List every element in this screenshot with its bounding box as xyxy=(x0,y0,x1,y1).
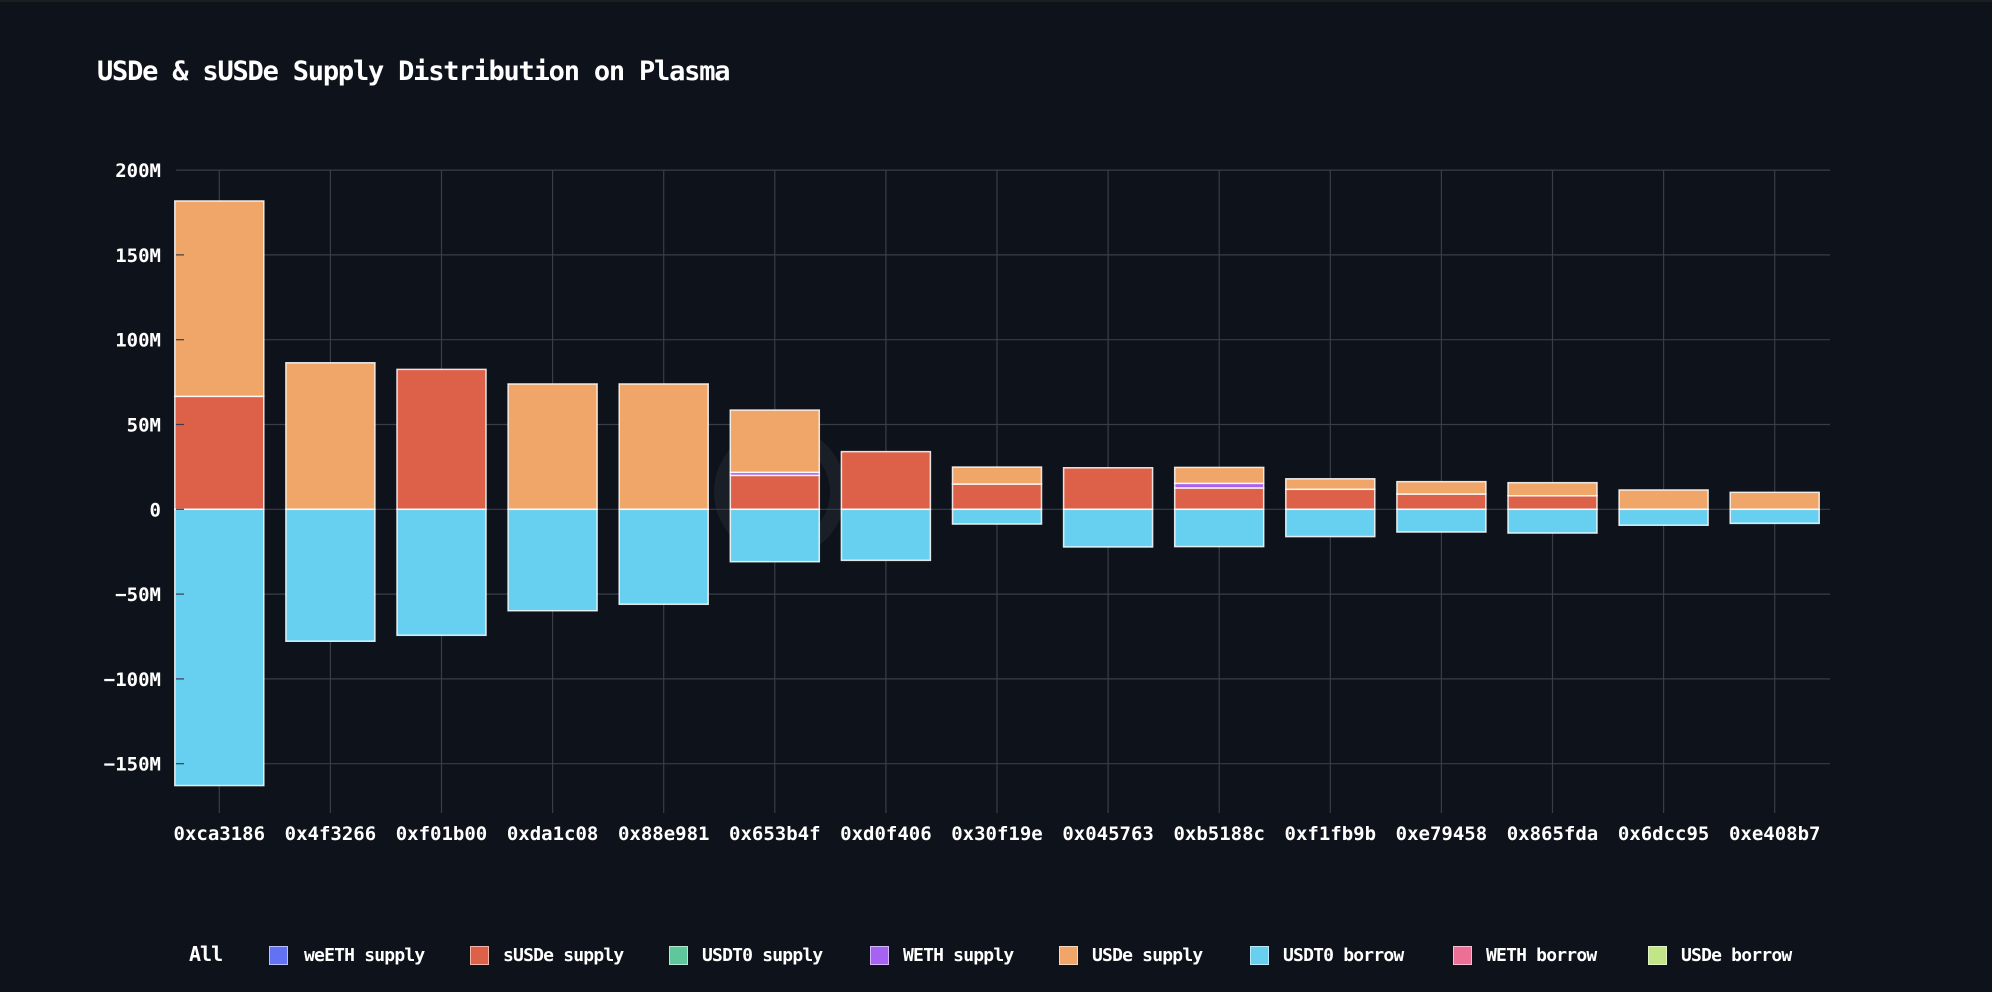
bar-segment-usde-supply[interactable] xyxy=(618,383,709,511)
bar-group-0x653b4f[interactable] xyxy=(729,409,821,563)
x-tick-label: 0x6dcc95 xyxy=(1618,823,1710,845)
bar-segment-usde-supply[interactable] xyxy=(1396,480,1487,495)
x-tick-label: 0xd0f406 xyxy=(840,823,932,845)
y-tick-label: 0 xyxy=(150,499,161,521)
x-tick-label: 0x30f19e xyxy=(951,823,1043,845)
legend-label: USDT0 supply xyxy=(702,945,823,966)
x-tick-label: 0x653b4f xyxy=(729,823,821,845)
x-axis-ticks: 0xca3186 0x4f3266 0xf01b00 0xda1c08 0x88e981… xyxy=(174,823,1821,845)
y-tick-label: −50M xyxy=(115,584,161,606)
bar-segment-usde-supply[interactable] xyxy=(174,200,265,398)
bar-group-0xb5188c[interactable] xyxy=(1173,466,1265,548)
legend-label: USDT0 borrow xyxy=(1283,945,1404,966)
x-tick-label: 0xe79458 xyxy=(1396,823,1488,845)
bar-segment-usde-supply[interactable] xyxy=(1729,491,1820,511)
bar-group-0xe408b7[interactable] xyxy=(1729,491,1820,525)
bar-segment-susde-supply[interactable] xyxy=(729,474,821,511)
bar-segment-usde-supply[interactable] xyxy=(1618,489,1709,511)
y-tick-label: 50M xyxy=(127,415,161,437)
x-tick-label: 0x045763 xyxy=(1062,823,1154,845)
bar-segment-usdt0-borrow[interactable] xyxy=(396,508,487,637)
legend-label: sUSDe supply xyxy=(503,945,624,966)
bar-segment-usdt0-borrow[interactable] xyxy=(1396,508,1487,533)
bar-segment-usdt0-borrow[interactable] xyxy=(285,508,376,642)
bar-segment-susde-supply[interactable] xyxy=(1507,494,1598,511)
legend-label: USDe borrow xyxy=(1681,945,1792,966)
bar-segment-usde-supply[interactable] xyxy=(729,409,821,474)
bar-group-0xe79458[interactable] xyxy=(1396,480,1487,533)
bar-segment-susde-supply[interactable] xyxy=(174,395,265,511)
legend-swatch xyxy=(870,946,889,965)
bar-group-0x88e981[interactable] xyxy=(618,383,709,606)
legend: All weETH supply sUSDe supply USDT0 supply… xyxy=(0,938,1992,978)
x-tick-label: 0xda1c08 xyxy=(507,823,599,845)
legend-swatch xyxy=(1648,946,1667,965)
bar-segment-usdt0-borrow[interactable] xyxy=(174,508,265,787)
x-tick-label: 0xca3186 xyxy=(174,823,266,845)
bar-group-0xd0f406[interactable] xyxy=(840,450,932,562)
bar-segment-usde-supply[interactable] xyxy=(951,466,1043,485)
y-tick-label: 100M xyxy=(115,330,161,352)
bar-segment-susde-supply[interactable] xyxy=(1062,466,1154,511)
bar-group-0x30f19e[interactable] xyxy=(951,466,1043,525)
bar-segment-usdt0-borrow[interactable] xyxy=(729,508,821,563)
legend-swatch xyxy=(1059,946,1078,965)
y-axis-ticks: 200M 150M 100M 50M 0 −50M −100M −150M xyxy=(104,160,184,776)
legend-swatch xyxy=(470,946,489,965)
legend-all-toggle[interactable]: All xyxy=(189,942,223,966)
legend-swatch xyxy=(1453,946,1472,965)
bar-segment-susde-supply[interactable] xyxy=(396,368,487,511)
bar-segment-usde-supply[interactable] xyxy=(285,362,376,511)
x-tick-label: 0xb5188c xyxy=(1173,823,1265,845)
y-tick-label: −100M xyxy=(104,669,161,691)
x-tick-label: 0xe408b7 xyxy=(1729,823,1821,845)
bar-segment-susde-supply[interactable] xyxy=(1396,493,1487,511)
legend-swatch xyxy=(1250,946,1269,965)
x-tick-label: 0xf1fb9b xyxy=(1285,823,1377,845)
bar-segment-usdt0-borrow[interactable] xyxy=(1285,508,1376,538)
bar-segment-usdt0-borrow[interactable] xyxy=(1507,508,1598,534)
bar-segment-usdt0-borrow[interactable] xyxy=(1729,508,1820,525)
x-tick-label: 0x865fda xyxy=(1507,823,1599,845)
legend-label: WETH borrow xyxy=(1486,945,1597,966)
bar-segment-usdt0-borrow[interactable] xyxy=(840,508,932,562)
legend-swatch xyxy=(269,946,288,965)
legend-label: WETH supply xyxy=(903,945,1014,966)
bar-segment-usdt0-borrow[interactable] xyxy=(1062,508,1154,548)
x-tick-label: 0xf01b00 xyxy=(396,823,488,845)
bar-segment-usdt0-borrow[interactable] xyxy=(1173,508,1265,548)
bar-segment-susde-supply[interactable] xyxy=(951,483,1043,511)
bar-segment-usdt0-borrow[interactable] xyxy=(951,508,1043,525)
x-tick-label: 0x4f3266 xyxy=(285,823,377,845)
bars xyxy=(174,200,1820,787)
y-tick-label: 150M xyxy=(115,245,161,267)
bar-group-0x045763[interactable] xyxy=(1062,466,1154,548)
bar-group-0xf1fb9b[interactable] xyxy=(1285,478,1376,538)
y-tick-label: 200M xyxy=(115,160,161,182)
top-border-strip xyxy=(0,0,1992,2)
bar-group-0x6dcc95[interactable] xyxy=(1618,489,1709,526)
legend-label: USDe supply xyxy=(1092,945,1203,966)
bar-segment-susde-supply[interactable] xyxy=(1173,487,1265,511)
bar-group-0x4f3266[interactable] xyxy=(285,362,376,642)
bar-segment-usdt0-borrow[interactable] xyxy=(618,508,709,606)
legend-swatch xyxy=(669,946,688,965)
bar-segment-usde-supply[interactable] xyxy=(507,383,598,511)
bar-group-0xca3186[interactable] xyxy=(174,200,265,787)
bar-segment-usdt0-borrow[interactable] xyxy=(507,508,598,612)
bar-group-0xf01b00[interactable] xyxy=(396,368,487,637)
chart-title: USDe & sUSDe Supply Distribution on Plas… xyxy=(97,56,731,87)
bar-segment-susde-supply[interactable] xyxy=(840,450,932,511)
bar-segment-usde-supply[interactable] xyxy=(1507,481,1598,497)
bar-segment-usde-supply[interactable] xyxy=(1285,478,1376,491)
legend-label: weETH supply xyxy=(304,945,425,966)
bar-group-0x865fda[interactable] xyxy=(1507,481,1598,534)
bar-segment-usde-supply[interactable] xyxy=(1173,466,1265,485)
bar-group-0xda1c08[interactable] xyxy=(507,383,598,612)
bar-segment-susde-supply[interactable] xyxy=(1285,488,1376,511)
y-tick-label: −150M xyxy=(104,754,161,776)
x-tick-label: 0x88e981 xyxy=(618,823,710,845)
bar-segment-usdt0-borrow[interactable] xyxy=(1618,508,1709,526)
